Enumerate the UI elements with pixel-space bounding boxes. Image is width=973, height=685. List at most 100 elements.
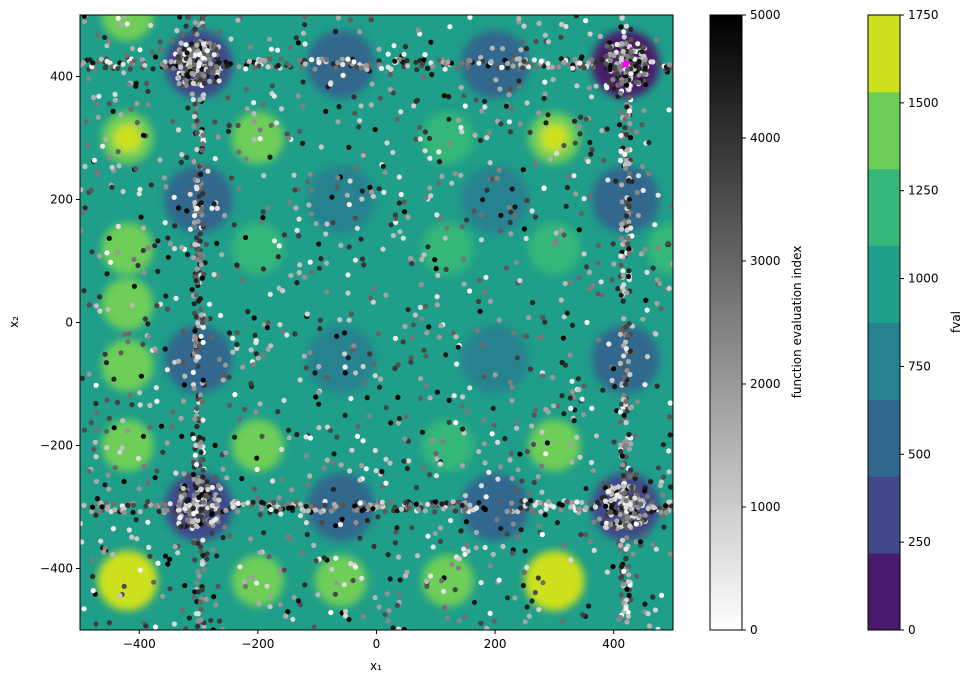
evaluation-point [628, 49, 634, 55]
evaluation-point [627, 135, 634, 141]
evaluation-point [409, 334, 415, 341]
evaluation-point [350, 577, 356, 584]
evaluation-point [509, 384, 515, 390]
evaluation-point [540, 373, 546, 379]
evaluation-point [578, 211, 584, 217]
evaluation-point [537, 500, 543, 506]
evaluation-point [251, 136, 257, 142]
evaluation-point [80, 520, 83, 527]
evaluation-point [106, 486, 112, 492]
evaluation-point [532, 407, 539, 413]
evaluation-point [545, 39, 552, 45]
evaluation-point [543, 120, 549, 126]
evaluation-point [478, 212, 484, 218]
evaluation-point [569, 378, 575, 384]
evaluation-point [261, 530, 267, 536]
evaluation-point [357, 29, 363, 35]
evaluation-point [259, 57, 265, 63]
evaluation-point [155, 238, 161, 244]
evaluation-point [200, 191, 206, 197]
evaluation-point [453, 420, 459, 426]
evaluation-point [348, 395, 354, 402]
evaluation-point [577, 506, 583, 512]
evaluation-point [359, 256, 366, 262]
evaluation-point [256, 600, 262, 607]
evaluation-point [243, 156, 249, 162]
evaluation-point [145, 321, 151, 327]
evaluation-point [167, 501, 173, 507]
evaluation-point [642, 246, 648, 252]
evaluation-point [401, 458, 407, 464]
evaluation-point [618, 235, 624, 242]
evaluation-point [435, 181, 442, 187]
evaluation-point [604, 569, 611, 575]
evaluation-point [667, 400, 673, 406]
evaluation-point [441, 588, 447, 595]
evaluation-point [511, 330, 517, 336]
evaluation-point [335, 175, 341, 181]
evaluation-point [558, 227, 564, 233]
evaluation-point [311, 624, 317, 630]
evaluation-point [225, 128, 232, 134]
evaluation-point [489, 176, 495, 182]
evaluation-point [547, 156, 553, 162]
evaluation-point [342, 364, 348, 370]
evaluation-point [247, 536, 254, 542]
contour-peak [101, 278, 154, 331]
evaluation-point [624, 48, 630, 55]
evaluation-point [449, 180, 455, 186]
evaluation-point [307, 171, 313, 177]
evaluation-point [446, 116, 452, 122]
evaluation-point [172, 359, 178, 365]
evaluation-point [210, 43, 217, 49]
evaluation-point [281, 567, 287, 573]
evaluation-point [210, 547, 216, 553]
evaluation-point [639, 48, 645, 55]
evaluation-point [303, 434, 309, 440]
evaluation-point [251, 119, 257, 125]
evaluation-point [509, 397, 515, 404]
evaluation-point [413, 501, 419, 507]
evaluation-point [397, 577, 403, 583]
evaluation-point [281, 397, 287, 403]
evaluation-point [196, 573, 202, 579]
evaluation-point [636, 72, 642, 78]
evaluation-point [116, 163, 122, 169]
evaluation-point [86, 302, 92, 308]
evaluation-point [408, 355, 414, 361]
evaluation-point [395, 394, 401, 400]
evaluation-point [583, 116, 589, 122]
evaluation-point [213, 602, 219, 608]
evaluation-point [459, 403, 465, 409]
evaluation-point [628, 71, 634, 77]
evaluation-point [398, 191, 404, 198]
evaluation-point [90, 573, 96, 580]
evaluation-point [578, 56, 584, 62]
evaluation-point [363, 466, 369, 472]
evaluation-point [317, 326, 323, 332]
evaluation-point [663, 503, 669, 509]
evaluation-point [627, 501, 633, 507]
evaluation-point [658, 306, 664, 312]
evaluation-point [553, 230, 559, 236]
evaluation-point [279, 476, 285, 482]
evaluation-point [199, 205, 205, 211]
evaluation-point [621, 483, 627, 490]
evaluation-point [277, 568, 283, 574]
evaluation-point [625, 515, 631, 522]
evaluation-point [621, 29, 627, 35]
y-tick-label: −400 [40, 562, 73, 576]
evaluation-point [634, 399, 641, 405]
evaluation-point [121, 478, 127, 485]
evaluation-point [145, 480, 151, 486]
evaluation-point [620, 298, 626, 304]
evaluation-point [100, 143, 106, 149]
evaluation-point [153, 385, 159, 391]
evaluation-point [220, 534, 226, 541]
evaluation-point [527, 366, 534, 372]
evaluation-point [268, 46, 274, 52]
evaluation-point [308, 187, 315, 193]
evaluation-point [619, 537, 626, 543]
evaluation-point [330, 220, 336, 226]
evaluation-point [473, 505, 480, 511]
